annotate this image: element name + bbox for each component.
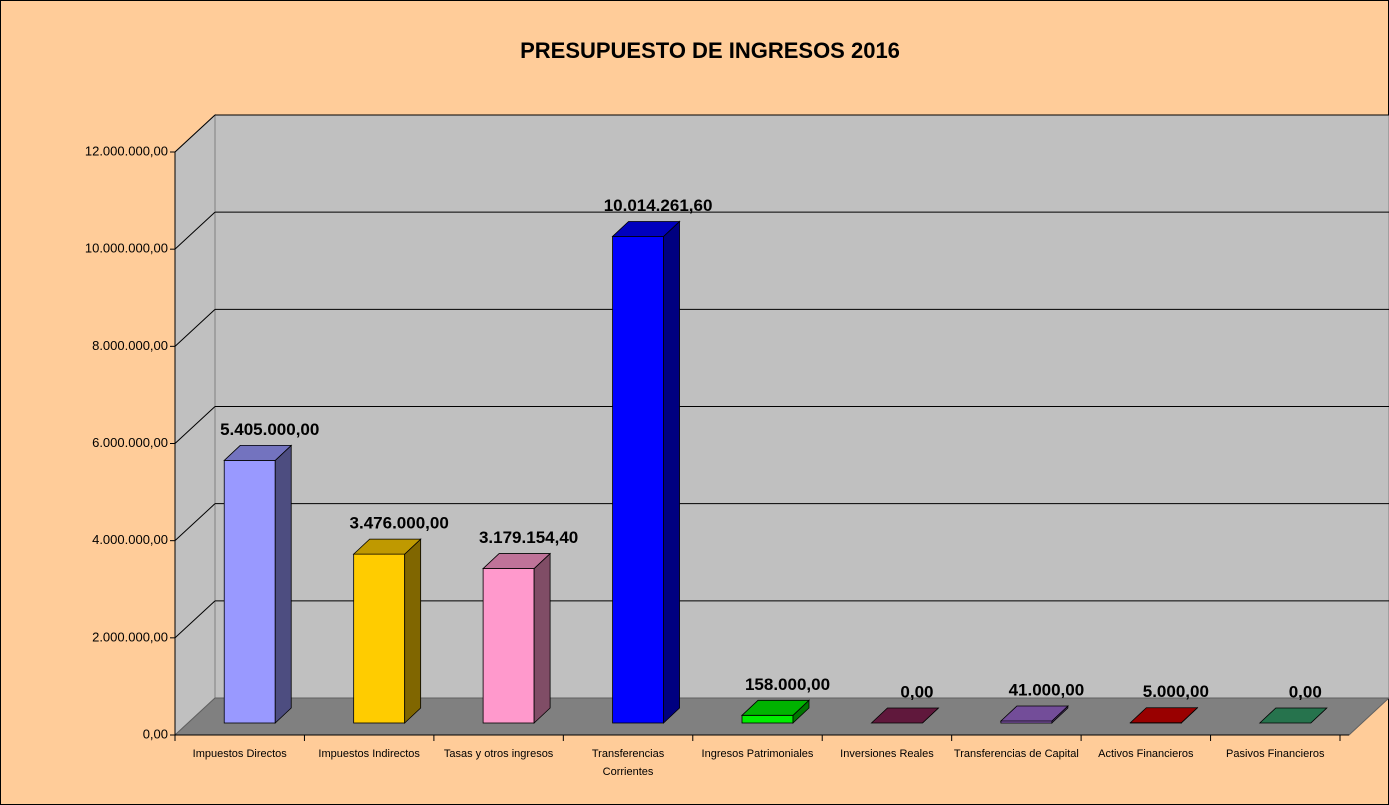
grid-line [174,406,216,444]
x-tick-label: Impuestos Directos [192,748,287,760]
value-label: 0,00 [1289,682,1322,701]
x-tick-label-box: Activos Financieros [1098,748,1194,760]
x-tick-label-box: Impuestos Directos [192,748,287,760]
bar-side [663,220,680,724]
y-tick-label: 8.000.000,00 [92,338,168,353]
bar [1129,706,1199,724]
bar-top [1258,707,1328,724]
x-tick-label: Ingresos Patrimoniales [701,748,814,760]
bar [740,699,811,724]
bar [999,705,1069,724]
x-tick-label: Pasivos Financieros [1226,748,1325,760]
x-tick-label-box: Transferencias de Capital [953,748,1079,760]
bar-front [741,714,794,724]
bar-top [740,699,811,716]
bar [611,220,681,724]
bar-front [223,460,276,724]
bar-side [404,538,422,724]
grid-line [174,503,216,542]
chart-title: PRESUPUESTO DE INGRESOS 2016 [520,38,900,63]
bar-side [274,444,292,724]
x-tick-label-box: Impuestos Indirectos [318,748,420,760]
grid-line [174,308,216,347]
x-tick-label-box: Transferencias Corrientes [591,748,665,778]
x-tick-label-box: Ingresos Patrimoniales [701,748,814,760]
x-tick-label: Transferencias Corrientes [591,748,665,778]
bar-top [611,221,681,237]
grid-line [174,211,216,250]
grid-line [174,600,216,639]
value-label: 3.476.000,00 [350,514,449,533]
value-label: 10.014.261,60 [604,196,713,215]
bar [352,538,422,724]
bar-top [352,538,422,555]
bar-top [482,553,552,569]
bar [870,707,940,724]
value-label: 5.000,00 [1143,682,1209,701]
grid-line [174,114,216,153]
value-label: 5.405.000,00 [220,420,319,439]
x-tick-label-box: Tasas y otros ingresos [443,748,554,760]
bar-front [353,553,406,724]
x-tick-label: Tasas y otros ingresos [443,748,554,760]
x-tick-label: Activos Financieros [1098,748,1194,760]
bar [223,444,293,724]
bar [1258,707,1328,724]
value-label: 0,00 [900,682,933,701]
y-tick-label: 6.000.000,00 [92,435,168,450]
bar-top [1129,707,1199,724]
y-tick-label: 12.000.000,00 [85,143,168,158]
y-tick-label: 10.000.000,00 [85,241,168,256]
y-tick-label: 4.000.000,00 [92,532,168,547]
x-tick-label-box: Pasivos Financieros [1226,748,1325,760]
bar-front [612,236,664,724]
bar-front [482,568,535,724]
bar-top [223,445,293,461]
value-label: 41.000,00 [1009,680,1085,699]
bar-top [999,705,1069,722]
bar-side [533,552,551,724]
x-tick-label-box: Inversiones Reales [840,748,934,760]
x-tick-label: Transferencias de Capital [953,748,1079,760]
y-tick-label: 0,00 [143,726,168,741]
x-tick-label: Impuestos Indirectos [318,748,420,760]
value-label: 158.000,00 [745,675,830,694]
x-tick-label: Inversiones Reales [840,748,934,760]
y-tick-label: 2.000.000,00 [92,629,168,644]
bar-top [870,707,940,724]
bar [482,552,552,724]
value-label: 3.179.154,40 [479,528,578,547]
